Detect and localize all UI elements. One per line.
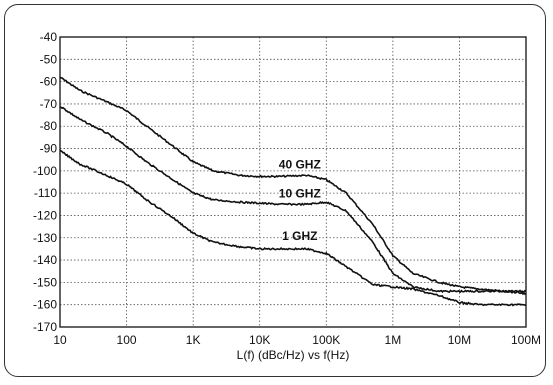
- y-tick-label: -60: [40, 75, 58, 89]
- y-tick-label: -170: [33, 320, 57, 334]
- x-tick-label: 10M: [448, 333, 471, 347]
- curve-label: 1 GHZ: [282, 229, 317, 243]
- y-tick-labels: -40 -50 -60 -70 -80 -90 -100 -110 -120 -130 -140 -1…: [33, 30, 57, 334]
- y-tick-label: -110: [34, 186, 57, 200]
- x-tick-label: 1K: [186, 333, 201, 347]
- y-tick-label: -150: [33, 275, 57, 289]
- y-tick-label: -50: [40, 52, 58, 66]
- y-tick-label: -80: [40, 119, 58, 133]
- y-tick-label: -130: [33, 231, 57, 245]
- series-line: [59, 106, 527, 296]
- x-tick-label: 10K: [249, 333, 270, 347]
- x-axis-label: L(f) (dBc/Hz) vs f(Hz): [237, 348, 350, 362]
- x-tick-label: 10: [53, 333, 67, 347]
- x-tick-label: 100M: [511, 333, 541, 347]
- x-tick-label: 100K: [312, 333, 340, 347]
- series-line: [59, 149, 527, 307]
- series-layer: [59, 76, 527, 307]
- chart-frame: [4, 4, 546, 377]
- y-tick-label: -140: [33, 253, 57, 267]
- grid: [60, 37, 526, 327]
- y-tick-label: -120: [33, 208, 57, 222]
- x-tick-label: 100: [117, 333, 137, 347]
- y-tick-label: -70: [40, 97, 58, 111]
- curve-label: 40 GHZ: [279, 158, 321, 172]
- x-tick-labels: 10 100 1K 10K 100K 1M 10M 100M: [53, 333, 541, 347]
- series-line: [59, 76, 527, 293]
- y-tick-label: -90: [40, 142, 58, 156]
- curve-labels: 40 GHZ 10 GHZ 1 GHZ: [279, 158, 321, 243]
- curve-label: 10 GHZ: [279, 187, 321, 201]
- y-tick-label: -40: [40, 30, 58, 44]
- y-tick-label: -160: [33, 298, 57, 312]
- plot-area-border: [59, 36, 527, 328]
- y-tick-label: -100: [33, 164, 57, 178]
- x-tick-label: 1M: [385, 333, 402, 347]
